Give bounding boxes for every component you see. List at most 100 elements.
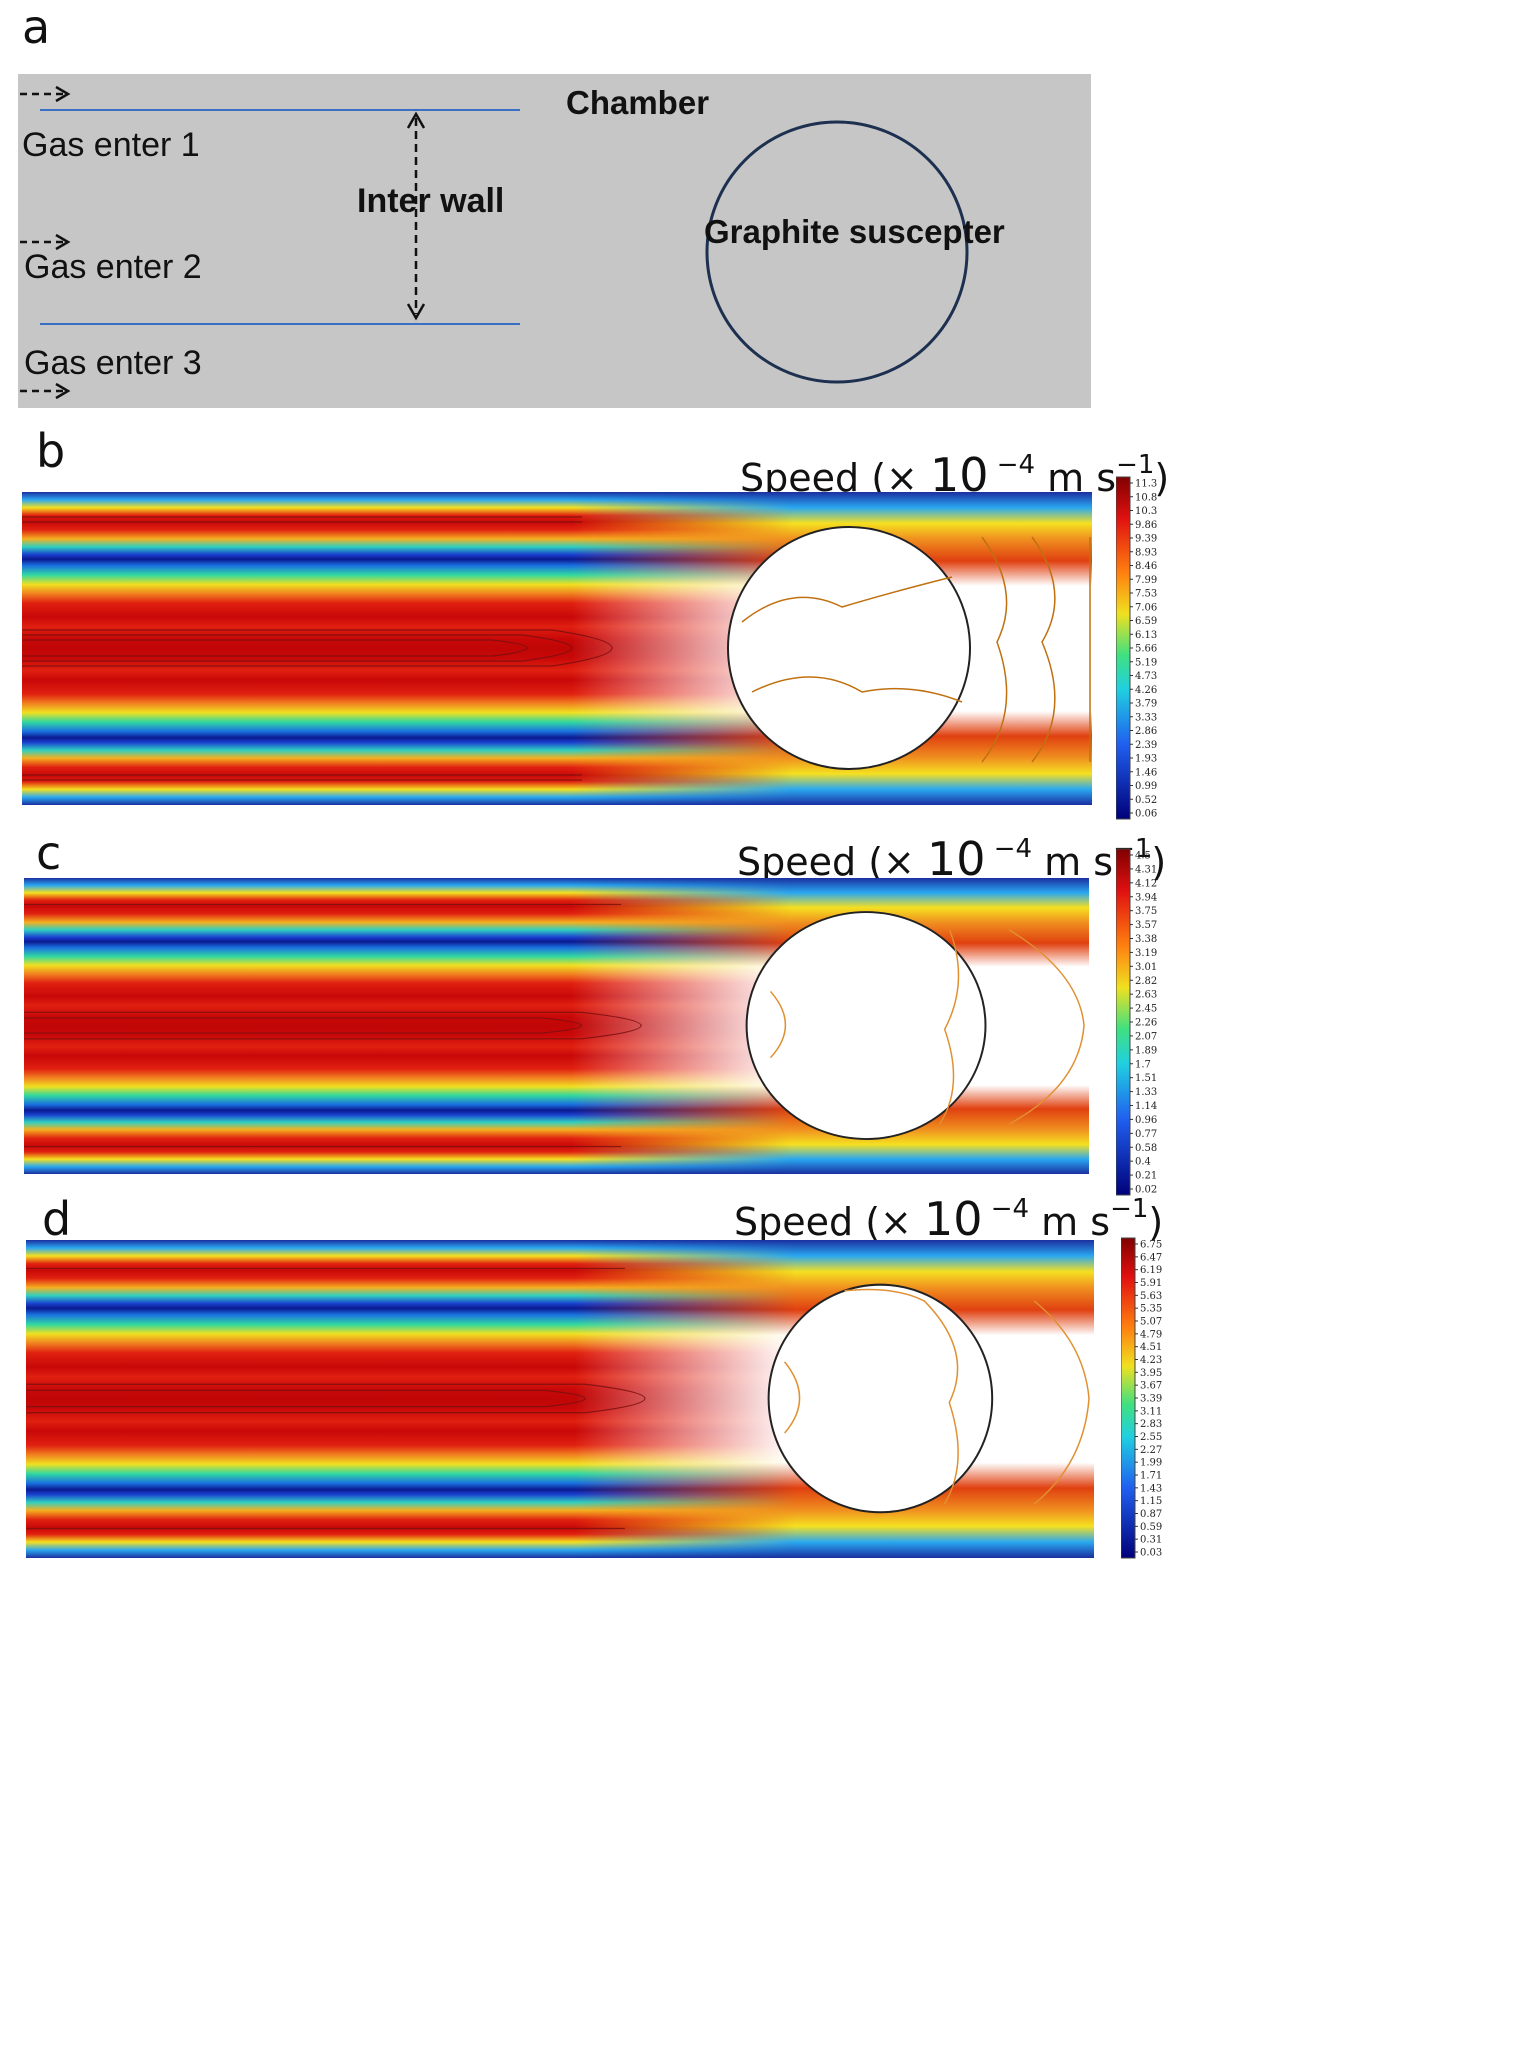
- colorbar-tick-label: 2.63: [1135, 990, 1157, 1001]
- colorbar-tick-label: 9.86: [1135, 520, 1157, 531]
- colorbar-tick-label: 1.43: [1140, 1483, 1162, 1494]
- panel-d-flow-field: [26, 1240, 1094, 1558]
- colorbar-tick-label: 5.66: [1135, 644, 1157, 655]
- colorbar-tick-label: 1.71: [1140, 1471, 1162, 1482]
- gas-enter-3-label: Gas enter 3: [24, 344, 202, 382]
- colorbar-tick-label: 0.87: [1140, 1509, 1162, 1520]
- panel-c-colorbar: 4.5 4.31 4.12 3.94 3.75 3.57 3.38 3.19 3.01 2.82 2…: [1116, 848, 1157, 1196]
- colorbar-tick-label: 2.55: [1140, 1432, 1162, 1443]
- colorbar-tick-label: 2.27: [1140, 1445, 1162, 1456]
- colorbar-tick-label: 1.89: [1135, 1045, 1157, 1056]
- colorbar-tick-label: 5.91: [1140, 1278, 1162, 1289]
- colorbar-tick-label: 9.39: [1135, 534, 1157, 545]
- colorbar-tick-label: 3.57: [1135, 920, 1157, 931]
- colorbar-tick-label: 5.19: [1135, 657, 1157, 668]
- panel-c-colorbar-ticks: 4.5 4.31 4.12 3.94 3.75 3.57 3.38 3.19 3.01 2.82 2…: [1130, 851, 1157, 1196]
- panel-d-colorbar-ticks: 6.756.47 6.19 5.91 5.63 5.35 5.074.79 4.51 4.23…: [1135, 1240, 1162, 1559]
- panel-d-colorbar: 6.756.47 6.19 5.91 5.63 5.35 5.074.79 4.51 4.23…: [1121, 1237, 1162, 1559]
- colorbar-tick-label: 3.95: [1140, 1368, 1162, 1379]
- colorbar-tick-label: 3.67: [1140, 1381, 1162, 1392]
- gas-arrow-1: [20, 85, 71, 103]
- panel-b-flow-field: [22, 492, 1092, 805]
- chamber-label: Chamber: [566, 84, 710, 121]
- colorbar-tick-label: 7.06: [1135, 602, 1157, 613]
- colorbar-tick-label: 6.19: [1140, 1265, 1162, 1276]
- colorbar-tick-label: 4.51: [1140, 1342, 1162, 1353]
- colorbar-tick-label: 2.07: [1135, 1031, 1157, 1042]
- colorbar-tick-label: 0.06: [1135, 809, 1157, 820]
- colorbar-tick-label: 3.79: [1135, 699, 1157, 710]
- colorbar-tick-label: 11.3: [1135, 479, 1157, 490]
- panel-c-flow-field: [24, 878, 1089, 1174]
- colorbar-tick-label: 4.79: [1140, 1329, 1162, 1340]
- colorbar-tick-label: 0.03: [1140, 1548, 1162, 1559]
- colorbar-tick-label: 0.4: [1135, 1157, 1151, 1168]
- graphite-susceptor-label: Graphite suscepter: [704, 213, 1005, 250]
- colorbar-tick-label: 3.01: [1135, 962, 1157, 973]
- gas-enter-2-label: Gas enter 2: [24, 248, 202, 286]
- inter-wall-double-arrow: [406, 111, 426, 321]
- colorbar-tick-label: 3.38: [1135, 934, 1157, 945]
- inter-wall-label: Inter wall: [357, 182, 505, 220]
- colorbar-tick-label: 0.96: [1135, 1115, 1157, 1126]
- colorbar-tick-label: 3.33: [1135, 712, 1157, 723]
- colorbar-tick-label: 1.14: [1135, 1101, 1157, 1112]
- colorbar-tick-label: 3.94: [1135, 892, 1157, 903]
- gas-arrow-2: [20, 233, 71, 251]
- colorbar-tick-label: 2.82: [1135, 976, 1157, 987]
- colorbar-tick-label: 1.15: [1140, 1496, 1162, 1507]
- colorbar-tick-label: 0.21: [1135, 1171, 1157, 1182]
- colorbar-tick-label: 2.39: [1135, 740, 1157, 751]
- colorbar-tick-label: 0.02: [1135, 1185, 1157, 1196]
- colorbar-tick-label: 10.3: [1135, 506, 1157, 517]
- colorbar-tick-label: 7.53: [1135, 589, 1157, 600]
- panel-a-letter: a: [22, 0, 51, 54]
- colorbar-tick-label: 5.63: [1140, 1291, 1162, 1302]
- colorbar-tick-label: 3.75: [1135, 906, 1157, 917]
- colorbar-tick-label: 0.59: [1140, 1522, 1162, 1533]
- colorbar-tick-label: 1.33: [1135, 1087, 1157, 1098]
- colorbar-tick-label: 5.07: [1140, 1317, 1162, 1328]
- panel-b-colorbar: 11.3 10.8 10.3 9.86 9.39 8.93 8.46 7.99 7.53 7.06…: [1116, 476, 1157, 820]
- colorbar-tick-label: 1.99: [1140, 1458, 1162, 1469]
- gas-arrow-3: [20, 382, 71, 400]
- colorbar-tick-label: 8.46: [1135, 561, 1157, 572]
- panel-b-letter: b: [36, 424, 66, 478]
- colorbar-tick-label: 0.52: [1135, 795, 1157, 806]
- panel-c-letter: c: [36, 826, 62, 880]
- gas-enter-1-label: Gas enter 1: [22, 126, 200, 164]
- colorbar-tick-label: 3.39: [1140, 1394, 1162, 1405]
- panel-d-speed-title: Speed (× 10 −4 m s−1): [734, 1192, 1164, 1246]
- colorbar-tick-label: 0.58: [1135, 1143, 1157, 1154]
- colorbar-tick-label: 4.12: [1135, 878, 1157, 889]
- colorbar-tick-label: 2.83: [1140, 1419, 1162, 1430]
- colorbar-tick-label: 4.5: [1135, 851, 1151, 862]
- colorbar-tick-label: 1.7: [1135, 1059, 1151, 1070]
- colorbar-tick-label: 6.47: [1140, 1252, 1162, 1263]
- colorbar-tick-label: 10.8: [1135, 492, 1157, 503]
- panel-d-letter: d: [42, 1192, 72, 1246]
- susceptor-circle: [705, 120, 969, 384]
- colorbar-tick-label: 4.23: [1140, 1355, 1162, 1366]
- chamber-diagram-lines: [20, 85, 969, 400]
- colorbar-tick-label: 3.11: [1140, 1406, 1162, 1417]
- colorbar-tick-label: 0.99: [1135, 781, 1157, 792]
- panel-b-colorbar-ticks: 11.3 10.8 10.3 9.86 9.39 8.93 8.46 7.99 7.53 7.06…: [1130, 479, 1157, 820]
- colorbar-tick-label: 1.46: [1135, 767, 1157, 778]
- chamber-diagram: [18, 74, 1091, 408]
- colorbar-tick-label: 6.75: [1140, 1240, 1162, 1251]
- colorbar-tick-label: 4.26: [1135, 685, 1157, 696]
- colorbar-tick-label: 4.31: [1135, 864, 1157, 875]
- colorbar-tick-label: 0.77: [1135, 1129, 1157, 1140]
- colorbar-tick-label: 1.93: [1135, 754, 1157, 765]
- colorbar-tick-label: 5.35: [1140, 1304, 1162, 1315]
- colorbar-tick-label: 0.31: [1140, 1535, 1162, 1546]
- colorbar-tick-label: 6.59: [1135, 616, 1157, 627]
- colorbar-tick-label: 4.73: [1135, 671, 1157, 682]
- colorbar-tick-label: 1.51: [1135, 1073, 1157, 1084]
- colorbar-tick-label: 6.13: [1135, 630, 1157, 641]
- panel-c-speed-title: Speed (× 10 −4 m s−1): [737, 832, 1167, 886]
- colorbar-tick-label: 3.19: [1135, 948, 1157, 959]
- colorbar-tick-label: 8.93: [1135, 547, 1157, 558]
- colorbar-tick-label: 2.86: [1135, 726, 1157, 737]
